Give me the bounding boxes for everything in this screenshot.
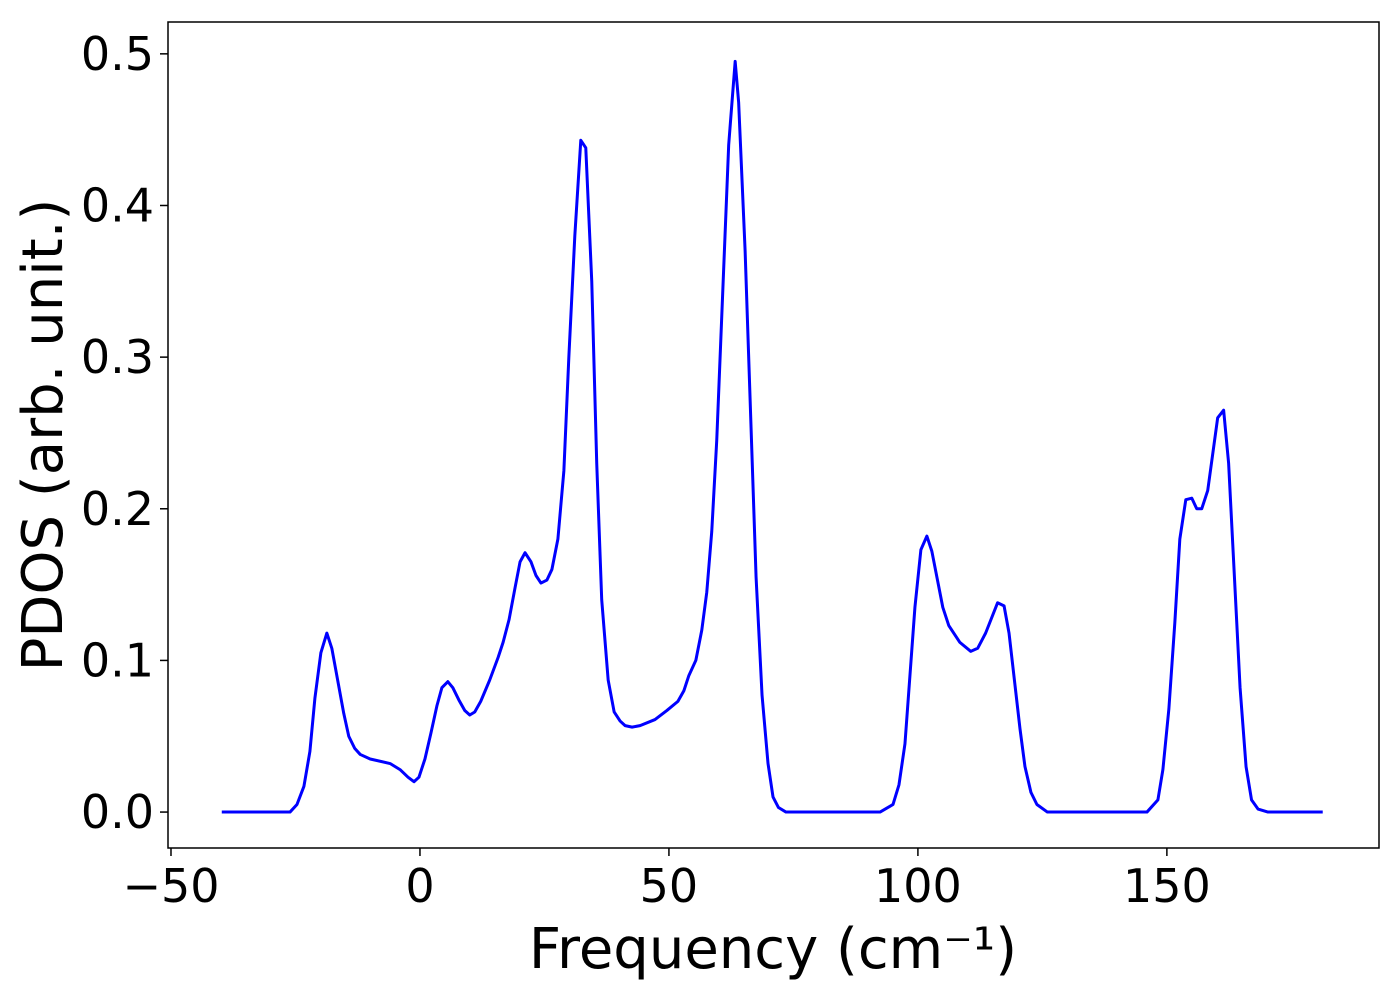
y-tick-label: 0.5 — [81, 27, 154, 81]
y-tick-label: 0.3 — [81, 330, 154, 384]
x-tick-label: 100 — [874, 859, 962, 913]
x-tick-label: 150 — [1123, 859, 1211, 913]
plot-frame — [167, 21, 1380, 849]
y-tick-label: 0.4 — [81, 178, 154, 232]
y-axis-label: PDOS (arb. unit.) — [11, 199, 76, 672]
x-axis-label: Frequency (cm⁻¹) — [529, 917, 1017, 982]
y-tick-label: 0.0 — [81, 785, 154, 839]
y-tick-label: 0.2 — [81, 482, 154, 536]
data-line — [221, 59, 1323, 814]
y-tick-label: 0.1 — [81, 633, 154, 687]
x-tick-label: 0 — [405, 859, 434, 913]
x-tick-label: −50 — [122, 859, 219, 913]
x-tick-label: 50 — [640, 859, 699, 913]
